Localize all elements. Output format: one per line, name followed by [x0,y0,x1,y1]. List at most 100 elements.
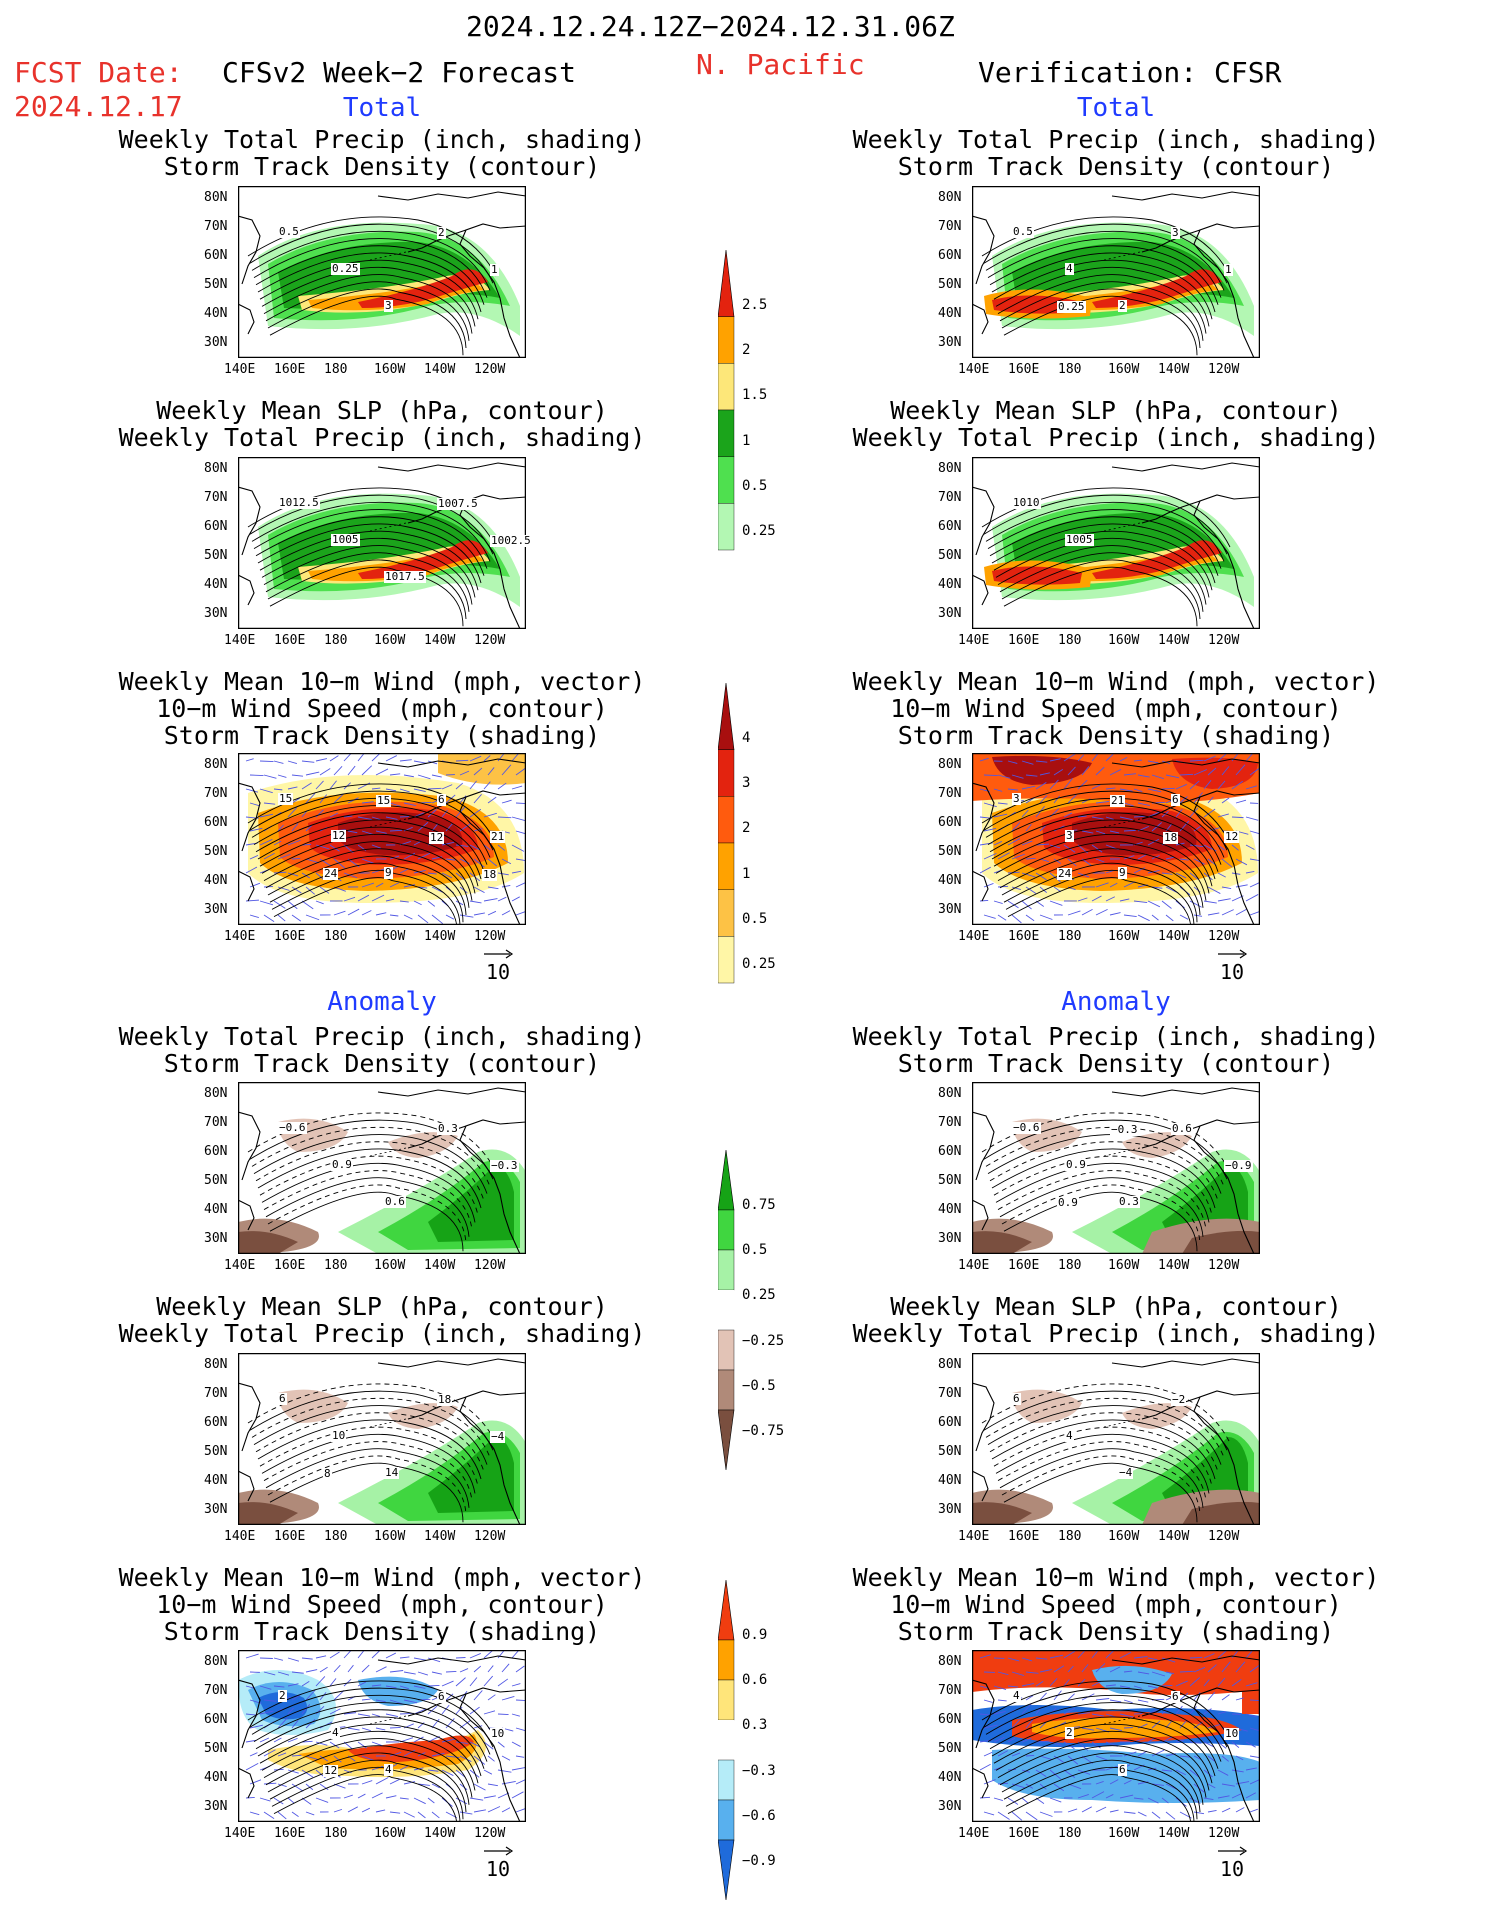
lat-tick-label: 70N [938,1115,962,1130]
lat-tick-label: 70N [938,219,962,234]
lat-tick-label: 80N [938,1654,962,1669]
colorbar-label: 2 [742,820,751,837]
contour-label: 0.9 [331,1158,353,1171]
contour-label: 6 [278,1392,287,1405]
lon-tick-label: 140E [224,1258,256,1273]
contour-label: 21 [1110,794,1126,807]
lon-tick-label: 180 [324,1529,348,1544]
lat-tick-label: 80N [204,190,228,205]
reference-arrow-icon [1218,949,1248,959]
lat-tick-label: 80N [938,757,962,772]
lon-tick-label: 120W [474,1258,506,1273]
contour-label: −4 [490,1430,506,1443]
lon-tick-label: 160W [1108,1529,1140,1544]
section-label-total: Total [1076,93,1156,123]
contour-label: 4 [331,1726,340,1739]
lon-tick-label: 140E [958,929,990,944]
lon-tick-label: 180 [1058,362,1082,377]
colorbar-label: 4 [742,730,751,747]
contour-label: 3 [1065,829,1074,842]
lon-tick-label: 180 [1058,1826,1082,1841]
reference-vector-label: 10 [486,1857,511,1881]
contour-label: −0.9 [1224,1159,1253,1172]
contour-label: 12 [429,831,445,844]
region-title: N. Pacific [696,48,865,81]
fcst-label: FCST Date: [14,56,183,89]
colorbar-label: −0.5 [742,1377,776,1394]
panel-title: Weekly Total Precip (inch, shading) Storm… [102,126,662,180]
panel-title-line: Weekly Mean SLP (hPa, contour) [890,1292,1342,1321]
reference-vector-label: 10 [486,960,511,984]
lon-tick-label: 160E [274,1826,306,1841]
lon-tick-label: 160W [374,1529,406,1544]
lat-tick-label: 60N [204,519,228,534]
panel-title-line: Storm Track Density (contour) [163,152,601,181]
lon-tick-label: 160W [374,929,406,944]
lat-tick-label: 50N [938,277,962,292]
contour-label: 0.3 [437,1122,459,1135]
colorbar-anom-precip [718,1150,735,1470]
lat-tick-label: 40N [938,577,962,592]
lon-tick-label: 140W [424,362,456,377]
lat-tick-label: 40N [204,1473,228,1488]
lat-tick-label: 80N [938,461,962,476]
lon-tick-label: 180 [1058,633,1082,648]
lat-tick-label: 40N [938,306,962,321]
lat-tick-label: 60N [938,248,962,263]
map-plot [237,750,530,937]
lon-tick-label: 160E [1008,1258,1040,1273]
contour-label: 10 [1224,1727,1240,1740]
panel-title-line: Weekly Total Precip (inch, shading) [852,423,1380,452]
lat-tick-label: 30N [938,606,962,621]
contour-label: 18 [437,1393,453,1406]
lon-tick-label: 160W [1108,1826,1140,1841]
map-plot [971,456,1261,630]
lon-tick-label: 160E [1008,1826,1040,1841]
map-plot [971,1081,1261,1255]
colorbar-label: 0.25 [742,955,776,972]
panel-title: Weekly Mean 10−m Wind (mph, vector) 10−m … [836,668,1396,749]
contour-label: 8 [323,1467,332,1480]
panel-title-line: 10−m Wind Speed (mph, contour) [890,1590,1342,1619]
contour-label: 15 [376,794,392,807]
contour-label: 1 [490,263,499,276]
contour-label: 12 [331,829,347,842]
lat-tick-label: 80N [204,1654,228,1669]
lon-tick-label: 180 [324,362,348,377]
lon-tick-label: 160W [374,633,406,648]
lat-tick-label: 60N [204,1712,228,1727]
lat-tick-label: 50N [204,1444,228,1459]
contour-label: 9 [1118,866,1127,879]
map-plot [971,750,1263,937]
reference-vector-label: 10 [1220,960,1245,984]
panel-title-line: Weekly Total Precip (inch, shading) [852,1022,1380,1051]
colorbar-label: 0.6 [742,1672,768,1689]
lat-tick-label: 60N [938,815,962,830]
lon-tick-label: 120W [1208,1258,1240,1273]
section-label-anomaly: Anomaly [1061,987,1171,1017]
panel-title-line: 10−m Wind Speed (mph, contour) [890,694,1342,723]
colorbar-label: 0.9 [742,1627,768,1644]
map-panel: 4 2 6 6 10 [971,1647,1263,1834]
lat-tick-label: 60N [938,519,962,534]
lon-tick-label: 140W [424,1529,456,1544]
contour-label: 0.9 [1065,1158,1087,1171]
lon-tick-label: 140W [1158,1826,1190,1841]
contour-label: 1007.5 [437,497,479,510]
lat-tick-label: 80N [204,757,228,772]
lat-tick-label: 30N [204,335,228,350]
lat-tick-label: 40N [204,577,228,592]
lat-tick-label: 50N [204,1741,228,1756]
colorbar-label: 0.5 [742,1242,768,1259]
lon-tick-label: 160E [274,362,306,377]
contour-label: 6 [437,793,446,806]
panel-title-line: Weekly Mean SLP (hPa, contour) [156,396,608,425]
lon-tick-label: 120W [1208,1826,1240,1841]
lat-tick-label: 80N [204,1357,228,1372]
contour-label: 9 [384,866,393,879]
lat-tick-label: 50N [938,1741,962,1756]
lat-tick-label: 30N [204,1231,228,1246]
lon-tick-label: 120W [1208,929,1240,944]
panel-title: Weekly Mean SLP (hPa, contour) Weekly Tot… [102,397,662,451]
lat-tick-label: 60N [204,1144,228,1159]
